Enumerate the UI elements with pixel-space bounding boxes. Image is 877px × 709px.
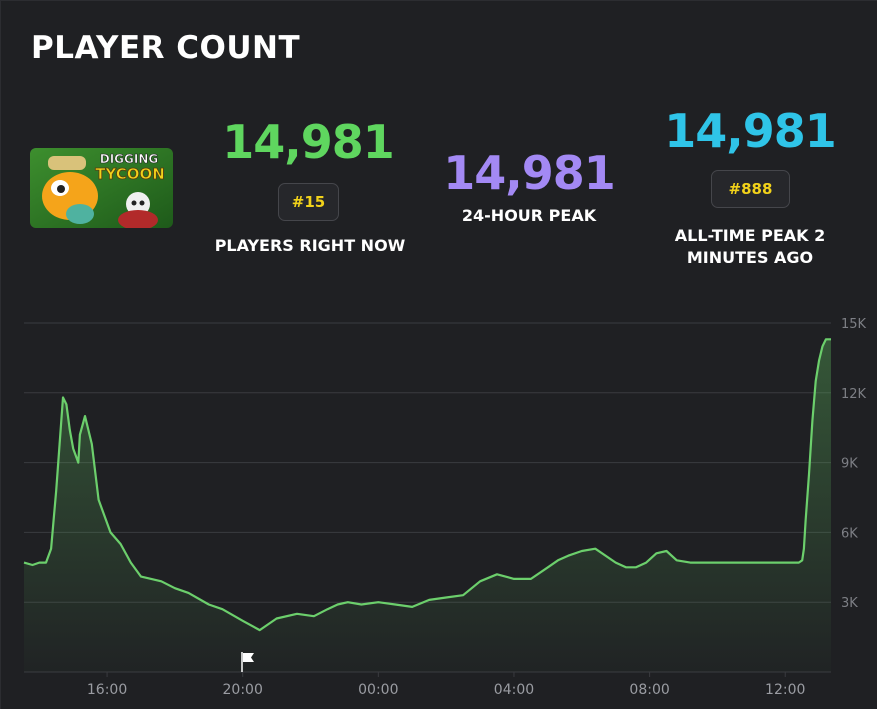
y-tick-label: 12K (841, 387, 867, 402)
game-thumbnail-art: DIGGING TYCOON (30, 148, 173, 228)
y-tick-label: 9K (841, 457, 858, 472)
alltime-peak-value: 14,981 (664, 104, 837, 158)
y-tick-label: 6K (841, 526, 858, 541)
x-axis-ticks: 16:00 20:00 00:00 04:00 08:00 12:00 (87, 672, 805, 698)
player-count-chart[interactable]: 3K 6K 9K 12K 15K 16:00 20:00 00:00 04:00 08:00 12… (0, 300, 877, 709)
current-rank-badge: #15 (278, 183, 339, 221)
event-flag-icon[interactable] (241, 652, 254, 672)
x-tick-label: 16:00 (87, 682, 127, 698)
peak-24h-value: 14,981 (443, 146, 616, 200)
game-thumbnail[interactable]: DIGGING TYCOON (30, 148, 173, 228)
y-axis-ticks: 3K 6K 9K 12K 15K (841, 317, 867, 611)
x-tick-label: 20:00 (223, 682, 263, 698)
y-tick-label: 3K (841, 596, 858, 611)
x-tick-label: 12:00 (765, 682, 805, 698)
alltime-rank-badge: #888 (711, 170, 790, 208)
alltime-peak-label-line2: MINUTES AGO (686, 248, 814, 267)
x-tick-label: 04:00 (494, 682, 534, 698)
alltime-peak-label: ALL-TIME PEAK 2 MINUTES AGO (640, 225, 860, 269)
player-count-line (23, 338, 831, 632)
thumb-text-line1: DIGGING (100, 152, 158, 166)
x-tick-label: 08:00 (629, 682, 669, 698)
thumb-text-line2: TYCOON (95, 165, 165, 183)
current-players-label: PLAYERS RIGHT NOW (214, 236, 406, 255)
x-tick-label: 00:00 (358, 682, 398, 698)
alltime-peak-label-line1: ALL-TIME PEAK 2 (674, 226, 826, 245)
current-players-value: 14,981 (222, 115, 395, 169)
y-tick-label: 15K (841, 317, 867, 332)
page-title: PLAYER COUNT (31, 30, 301, 66)
peak-24h-label: 24-HOUR PEAK (461, 206, 597, 225)
player-count-area (24, 339, 831, 672)
